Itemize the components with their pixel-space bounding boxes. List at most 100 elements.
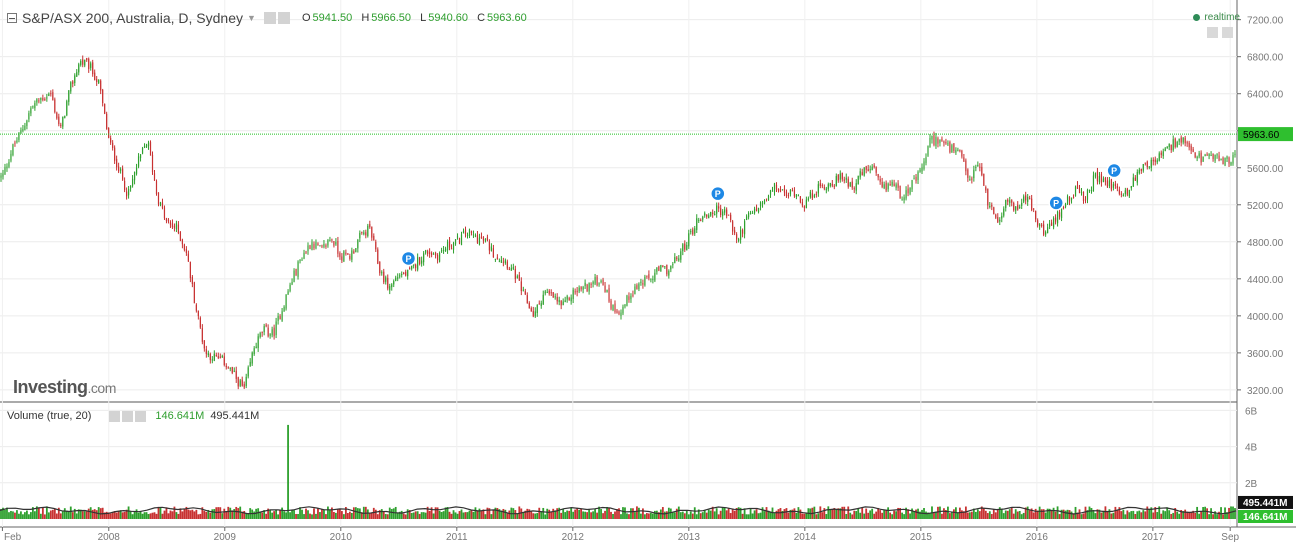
eye-icon[interactable] xyxy=(122,410,134,422)
volume-bar xyxy=(998,507,1001,519)
candle-body xyxy=(267,327,269,337)
chevron-down-icon[interactable]: ▼ xyxy=(247,13,256,23)
volume-bar xyxy=(564,512,567,519)
candle-body xyxy=(1132,177,1134,187)
candle-body xyxy=(1168,143,1170,148)
volume-bar xyxy=(490,514,493,519)
candle-body xyxy=(544,291,546,294)
volume-title[interactable]: Volume (true, 20) xyxy=(7,410,92,422)
candle-body xyxy=(905,190,907,199)
volume-bar xyxy=(1078,509,1081,519)
candle-body xyxy=(305,251,307,253)
arrow-up-icon[interactable] xyxy=(1207,27,1218,38)
candle-body xyxy=(14,142,16,144)
candle-body xyxy=(191,276,193,285)
candle-body xyxy=(969,179,971,181)
volume-bar xyxy=(177,513,180,519)
volume-bar xyxy=(1180,509,1183,519)
candle-body xyxy=(1019,206,1021,208)
candle-body xyxy=(682,244,684,252)
candle-body xyxy=(199,317,201,328)
candle-body xyxy=(343,251,345,262)
candle-body xyxy=(975,166,977,168)
settings-icon[interactable] xyxy=(109,410,121,422)
volume-bar xyxy=(472,511,475,519)
candle-body xyxy=(745,216,748,220)
volume-bar xyxy=(498,509,501,519)
volume-bar xyxy=(861,507,864,519)
volume-ma-badge xyxy=(1238,495,1293,509)
candle-body xyxy=(1166,146,1168,149)
candle-body xyxy=(807,198,809,201)
volume-bar xyxy=(560,512,563,519)
volume-bar xyxy=(267,508,270,519)
volume-bar xyxy=(949,513,951,519)
candle-body xyxy=(686,244,688,251)
candle-body xyxy=(476,235,479,243)
collapse-icon[interactable] xyxy=(7,13,17,23)
volume-bar xyxy=(333,512,335,519)
volume-bar xyxy=(117,510,120,519)
volume-bar xyxy=(422,512,425,519)
candle-body xyxy=(1074,186,1077,197)
candle-body xyxy=(755,207,758,212)
candle-body xyxy=(819,183,821,186)
volume-bar xyxy=(1104,506,1107,519)
candle-body xyxy=(219,356,221,359)
volume-bar xyxy=(600,509,602,519)
candle-body xyxy=(18,132,20,140)
settings-icon[interactable] xyxy=(263,12,276,24)
chart-title[interactable]: S&P/ASX 200, Australia, D, Sydney xyxy=(22,10,244,26)
volume-bar xyxy=(673,512,676,519)
volume-bar xyxy=(143,512,146,519)
volume-bar xyxy=(1132,510,1135,519)
volume-bar xyxy=(340,511,343,519)
volume-bar xyxy=(1216,514,1218,519)
candle-body xyxy=(145,144,148,148)
volume-bar xyxy=(893,510,896,519)
candle-body xyxy=(1182,137,1184,143)
volume-bar xyxy=(624,507,626,519)
price-tick-label: 3200.00 xyxy=(1247,386,1284,397)
volume-bar xyxy=(1026,506,1029,519)
volume-bar xyxy=(344,506,347,519)
candle-body xyxy=(712,212,714,214)
candle-body xyxy=(710,211,712,216)
arrow-down-icon[interactable] xyxy=(1222,27,1233,38)
volume-bar xyxy=(476,510,479,519)
candle-body xyxy=(622,306,624,314)
candle-body xyxy=(257,336,259,349)
candle-body xyxy=(458,238,461,244)
volume-bar xyxy=(1182,511,1185,519)
volume-bar xyxy=(769,511,772,519)
volume-bar xyxy=(358,508,361,519)
time-tick-label: 2014 xyxy=(794,532,817,543)
volume-bar xyxy=(1186,511,1189,519)
volume-bar xyxy=(610,511,612,519)
close-icon[interactable] xyxy=(135,410,147,422)
volume-bar xyxy=(55,513,58,519)
volume-bar xyxy=(795,513,798,519)
volume-bar xyxy=(857,508,860,519)
volume-bar xyxy=(149,513,152,519)
volume-bar xyxy=(992,509,995,519)
candle-body xyxy=(578,287,580,292)
volume-bar xyxy=(1130,511,1133,519)
volume-bar xyxy=(751,513,754,519)
eye-icon[interactable] xyxy=(277,12,290,24)
candle-body xyxy=(391,284,393,288)
volume-bar xyxy=(719,510,722,519)
volume-bar xyxy=(1034,508,1037,519)
volume-bar xyxy=(500,510,503,519)
candle-body xyxy=(708,215,710,219)
volume-bar xyxy=(953,509,955,519)
volume-bar xyxy=(173,506,176,519)
volume-bar xyxy=(446,507,449,519)
candle-body xyxy=(397,277,399,279)
candle-body xyxy=(839,173,841,180)
volume-bar xyxy=(370,512,373,519)
volume-bar xyxy=(1176,511,1179,519)
volume-bar xyxy=(817,513,820,519)
